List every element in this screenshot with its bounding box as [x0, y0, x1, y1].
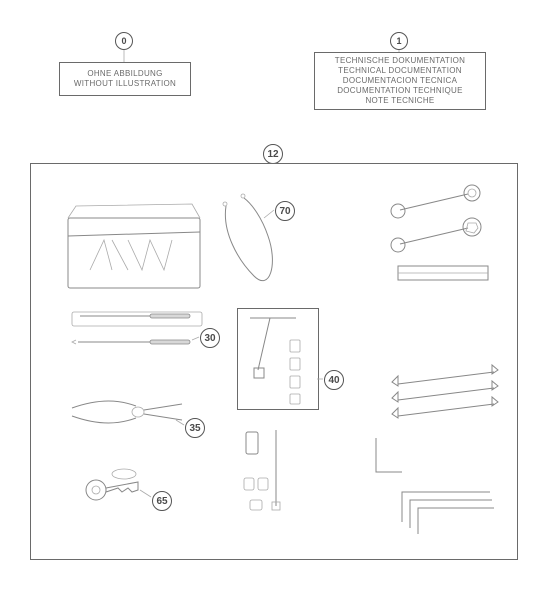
pliers-icon: [72, 401, 182, 423]
ring-spanner-1-icon: [391, 185, 480, 218]
screwdriver-set-icon: [72, 312, 202, 344]
small-parts-icon: [244, 430, 280, 510]
hex-key-bundle-icon: [402, 492, 494, 534]
tool-bag-icon: [68, 204, 200, 288]
open-wrench-1-icon: [392, 365, 498, 386]
cable-icon: [223, 194, 272, 281]
socket-wrench-icon: [250, 318, 300, 404]
ring-spanner-2-icon: [391, 218, 481, 252]
hex-key-single-icon: [376, 438, 402, 472]
illustration-layer: [0, 0, 547, 590]
keychain-icon: [86, 469, 138, 500]
open-wrench-2-icon: [392, 381, 498, 402]
open-wrench-3-icon: [392, 397, 498, 418]
